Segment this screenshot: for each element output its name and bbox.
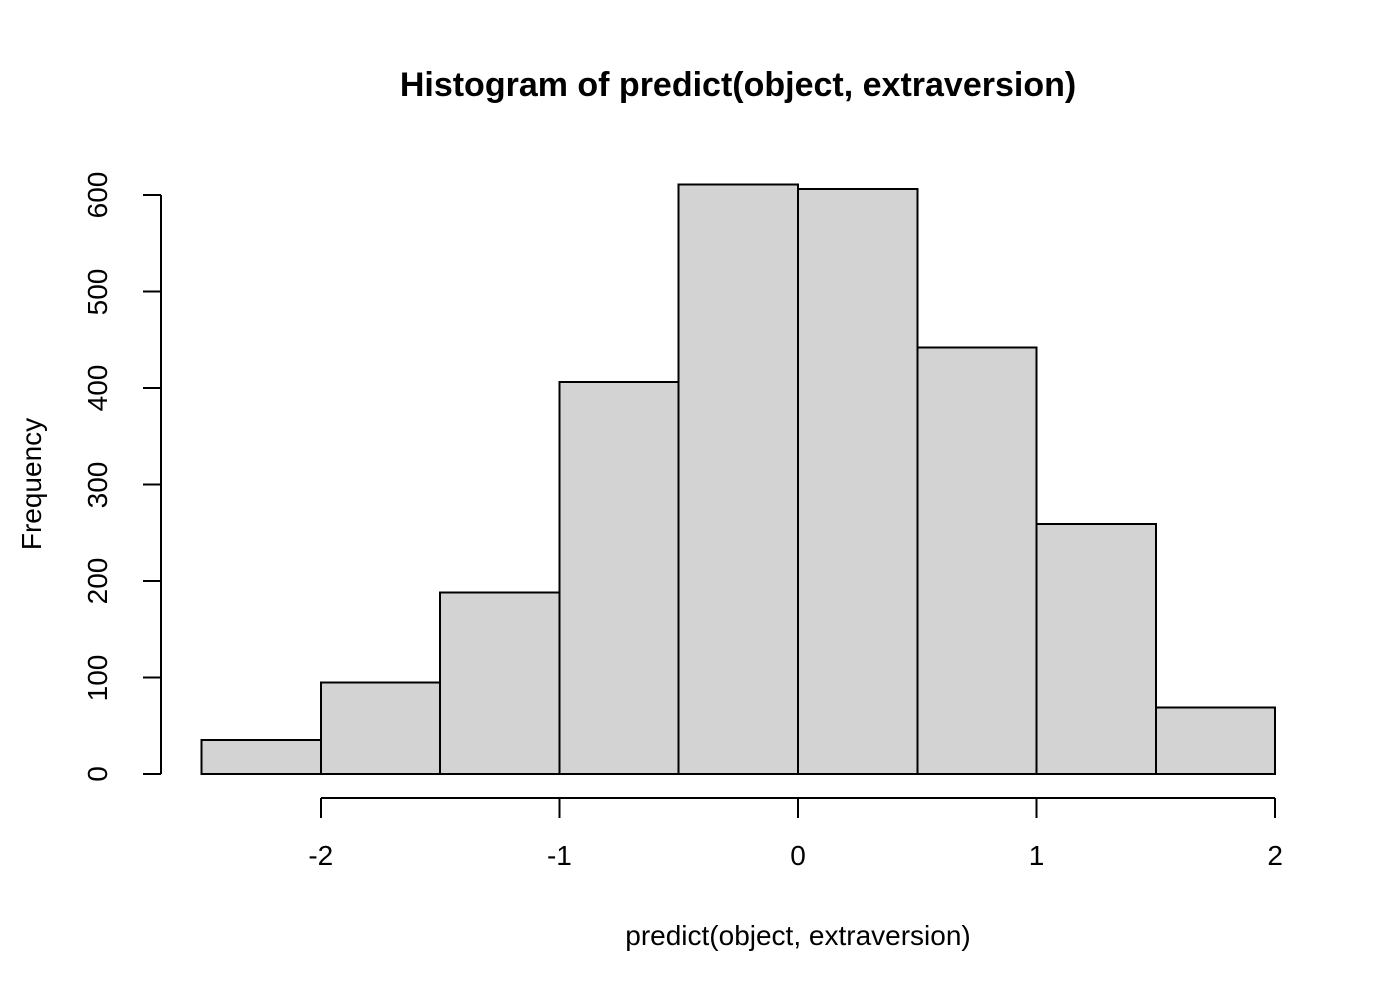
y-tick-label: 200	[82, 557, 113, 605]
y-tick-label: 100	[82, 654, 113, 701]
x-tick-label: -2	[308, 840, 334, 871]
x-axis-label: predict(object, extraversion)	[625, 920, 971, 951]
histogram-bar	[558, 381, 680, 775]
chart-title: Histogram of predict(object, extraversio…	[399, 66, 1077, 104]
histogram-bar	[916, 346, 1038, 775]
histogram-bar	[200, 739, 322, 776]
x-tick-label: 1	[1028, 840, 1045, 871]
x-tick-label: 0	[790, 840, 806, 871]
histogram-bar	[1035, 523, 1157, 775]
histogram-bar	[1154, 706, 1277, 776]
histogram-bar	[677, 183, 800, 775]
y-tick-label: 400	[82, 364, 113, 412]
y-tick-label: 600	[82, 171, 113, 219]
y-tick-label: 500	[82, 268, 113, 315]
x-tick-label: -1	[546, 840, 572, 871]
x-tick-label: 2	[1267, 840, 1283, 871]
histogram-bar	[319, 681, 442, 775]
y-tick-label: 300	[82, 461, 113, 508]
histogram-bar	[797, 188, 919, 775]
y-tick-label: 0	[82, 766, 113, 782]
histogram-bar	[439, 591, 561, 775]
